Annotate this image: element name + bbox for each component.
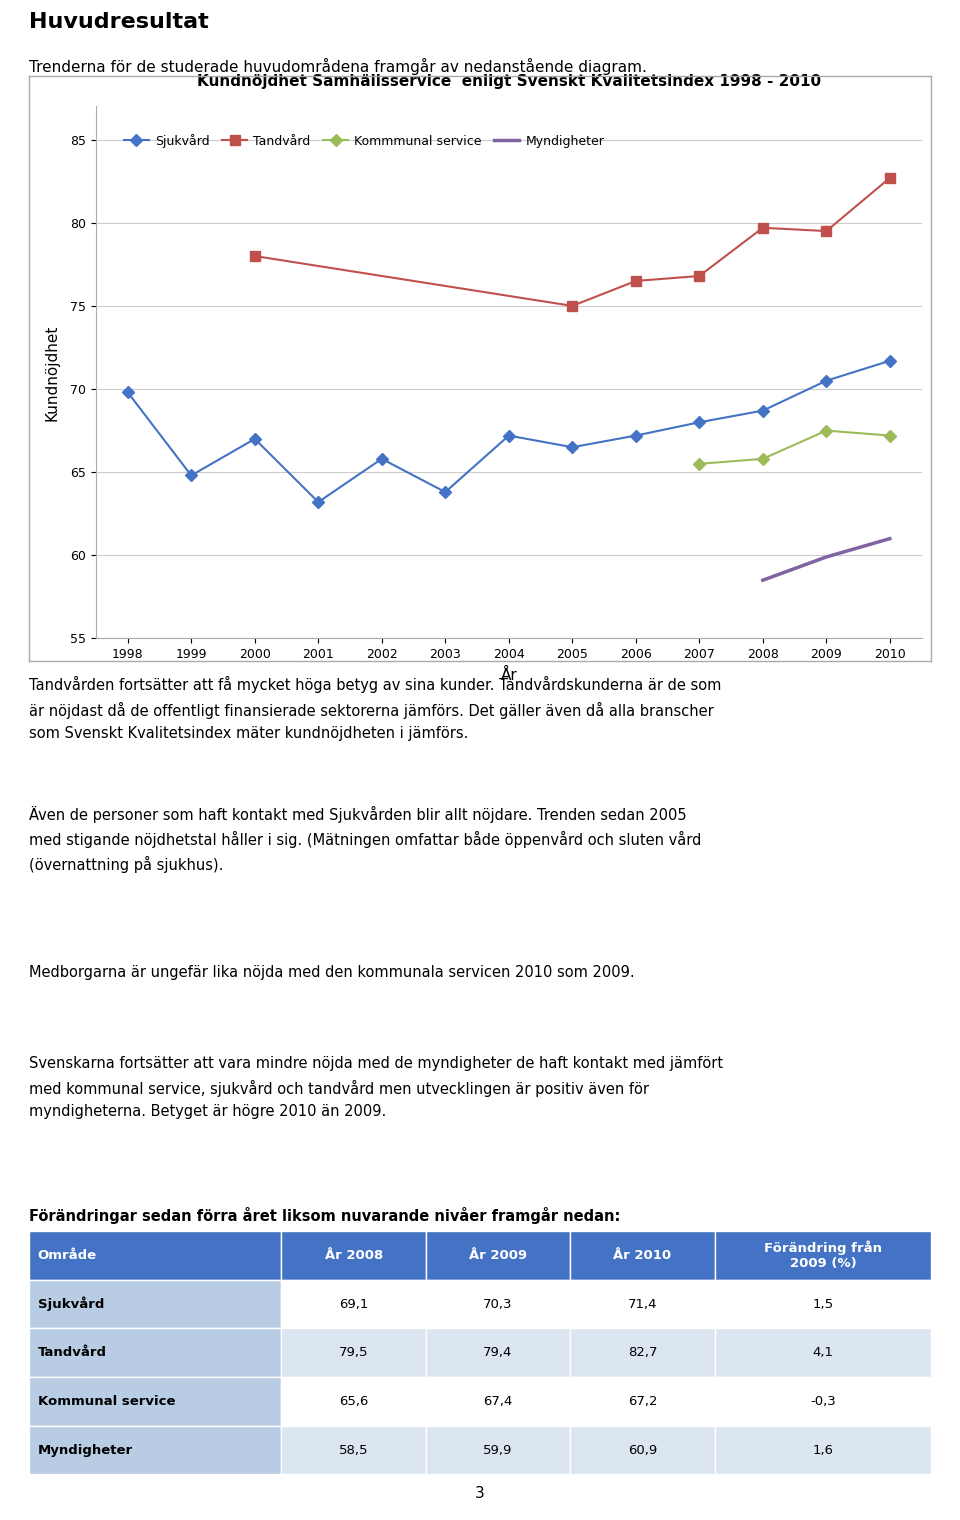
Title: Kundnöjdhet Samhällsservice  enligt Svenskt Kvalitetsindex 1998 - 2010: Kundnöjdhet Samhällsservice enligt Svens… [197, 73, 821, 88]
Bar [29, 1426, 281, 1474]
Bar [570, 1377, 714, 1426]
Sjukvård [122, 383, 133, 401]
Line: Sjukvård: Sjukvård [124, 357, 894, 506]
Line: Myndigheter: Myndigheter [763, 538, 890, 581]
Text: 79,4: 79,4 [484, 1347, 513, 1359]
Tandvård [630, 272, 641, 290]
Tandvård [884, 169, 896, 187]
Text: 79,5: 79,5 [339, 1347, 369, 1359]
Sjukvård [440, 483, 451, 502]
Text: 65,6: 65,6 [339, 1395, 369, 1408]
Text: -0,3: -0,3 [810, 1395, 836, 1408]
Text: 82,7: 82,7 [628, 1347, 658, 1359]
Bar [281, 1426, 426, 1474]
Bar [426, 1328, 570, 1377]
Text: 58,5: 58,5 [339, 1444, 369, 1456]
Sjukvård [185, 467, 197, 485]
Text: 71,4: 71,4 [628, 1298, 658, 1310]
Text: 69,1: 69,1 [339, 1298, 369, 1310]
Text: Förändring från
2009 (%): Förändring från 2009 (%) [764, 1240, 882, 1271]
Text: 67,4: 67,4 [484, 1395, 513, 1408]
Text: 59,9: 59,9 [484, 1444, 513, 1456]
X-axis label: År: År [500, 669, 517, 682]
Text: Även de personer som haft kontakt med Sjukvården blir allt nöjdare. Trenden seda: Även de personer som haft kontakt med Sj… [29, 806, 701, 874]
Text: Medborgarna är ungefär lika nöjda med den kommunala servicen 2010 som 2009.: Medborgarna är ungefär lika nöjda med de… [29, 965, 635, 980]
Line: Kommmunal service: Kommmunal service [695, 427, 894, 468]
Text: 4,1: 4,1 [812, 1347, 833, 1359]
Sjukvård [566, 438, 578, 456]
Bar [281, 1328, 426, 1377]
Kommmunal service [757, 450, 769, 468]
Tandvård [249, 246, 260, 264]
Text: 1,6: 1,6 [812, 1444, 833, 1456]
Text: År 2010: År 2010 [613, 1249, 671, 1262]
Bar [426, 1231, 570, 1280]
Bar [714, 1328, 931, 1377]
Bar [29, 1377, 281, 1426]
Bar [570, 1280, 714, 1328]
Tandvård [693, 268, 705, 286]
Sjukvård [503, 427, 515, 445]
Sjukvård [630, 427, 641, 445]
Legend: Sjukvård, Tandvård, Kommmunal service, Myndigheter: Sjukvård, Tandvård, Kommmunal service, M… [119, 129, 610, 152]
Bar [570, 1426, 714, 1474]
Kommmunal service [693, 454, 705, 473]
Text: Huvudresultat: Huvudresultat [29, 12, 208, 32]
Bar [426, 1280, 570, 1328]
Sjukvård [884, 351, 896, 369]
Text: Tandvård: Tandvård [37, 1347, 107, 1359]
Tandvård [566, 296, 578, 315]
Bar [714, 1426, 931, 1474]
Myndigheter [884, 529, 896, 547]
Bar [29, 1280, 281, 1328]
Myndigheter [821, 547, 832, 565]
Bar [29, 1231, 281, 1280]
Sjukvård [249, 430, 260, 448]
Text: År 2008: År 2008 [324, 1249, 383, 1262]
Text: Svenskarna fortsätter att vara mindre nöjda med de myndigheter de haft kontakt m: Svenskarna fortsätter att vara mindre nö… [29, 1056, 723, 1119]
Text: 1,5: 1,5 [812, 1298, 833, 1310]
Bar [426, 1426, 570, 1474]
Line: Tandvård: Tandvård [250, 173, 895, 310]
Text: Förändringar sedan förra året liksom nuvarande nivåer framgår nedan:: Förändringar sedan förra året liksom nuv… [29, 1207, 620, 1225]
Bar [281, 1280, 426, 1328]
Myndigheter [757, 572, 769, 590]
Text: År 2009: År 2009 [469, 1249, 527, 1262]
Text: Myndigheter: Myndigheter [37, 1444, 132, 1456]
Bar [570, 1328, 714, 1377]
Sjukvård [376, 450, 388, 468]
Bar [714, 1377, 931, 1426]
Sjukvård [821, 371, 832, 389]
Tandvård [757, 219, 769, 237]
Bar [281, 1377, 426, 1426]
Bar [714, 1280, 931, 1328]
Kommmunal service [821, 421, 832, 439]
Tandvård [821, 222, 832, 240]
Bar [281, 1231, 426, 1280]
Text: Tandvården fortsätter att få mycket höga betyg av sina kunder. Tandvårdskunderna: Tandvården fortsätter att få mycket höga… [29, 676, 721, 742]
Text: Sjukvård: Sjukvård [37, 1297, 105, 1312]
Text: Kommunal service: Kommunal service [37, 1395, 176, 1408]
Bar [714, 1231, 931, 1280]
Bar [426, 1377, 570, 1426]
Text: 60,9: 60,9 [628, 1444, 657, 1456]
Text: 3: 3 [475, 1487, 485, 1500]
Text: Trenderna för de studerade huvudområdena framgår av nedanstående diagram.: Trenderna för de studerade huvudområdena… [29, 58, 647, 74]
Text: 70,3: 70,3 [483, 1298, 513, 1310]
Bar [29, 1328, 281, 1377]
Sjukvård [313, 492, 324, 511]
Kommmunal service [884, 427, 896, 445]
Bar [570, 1231, 714, 1280]
Text: 67,2: 67,2 [628, 1395, 658, 1408]
Text: Område: Område [37, 1249, 97, 1262]
Sjukvård [693, 413, 705, 432]
Y-axis label: Kundnöjdhet: Kundnöjdhet [44, 324, 60, 421]
Sjukvård [757, 401, 769, 420]
